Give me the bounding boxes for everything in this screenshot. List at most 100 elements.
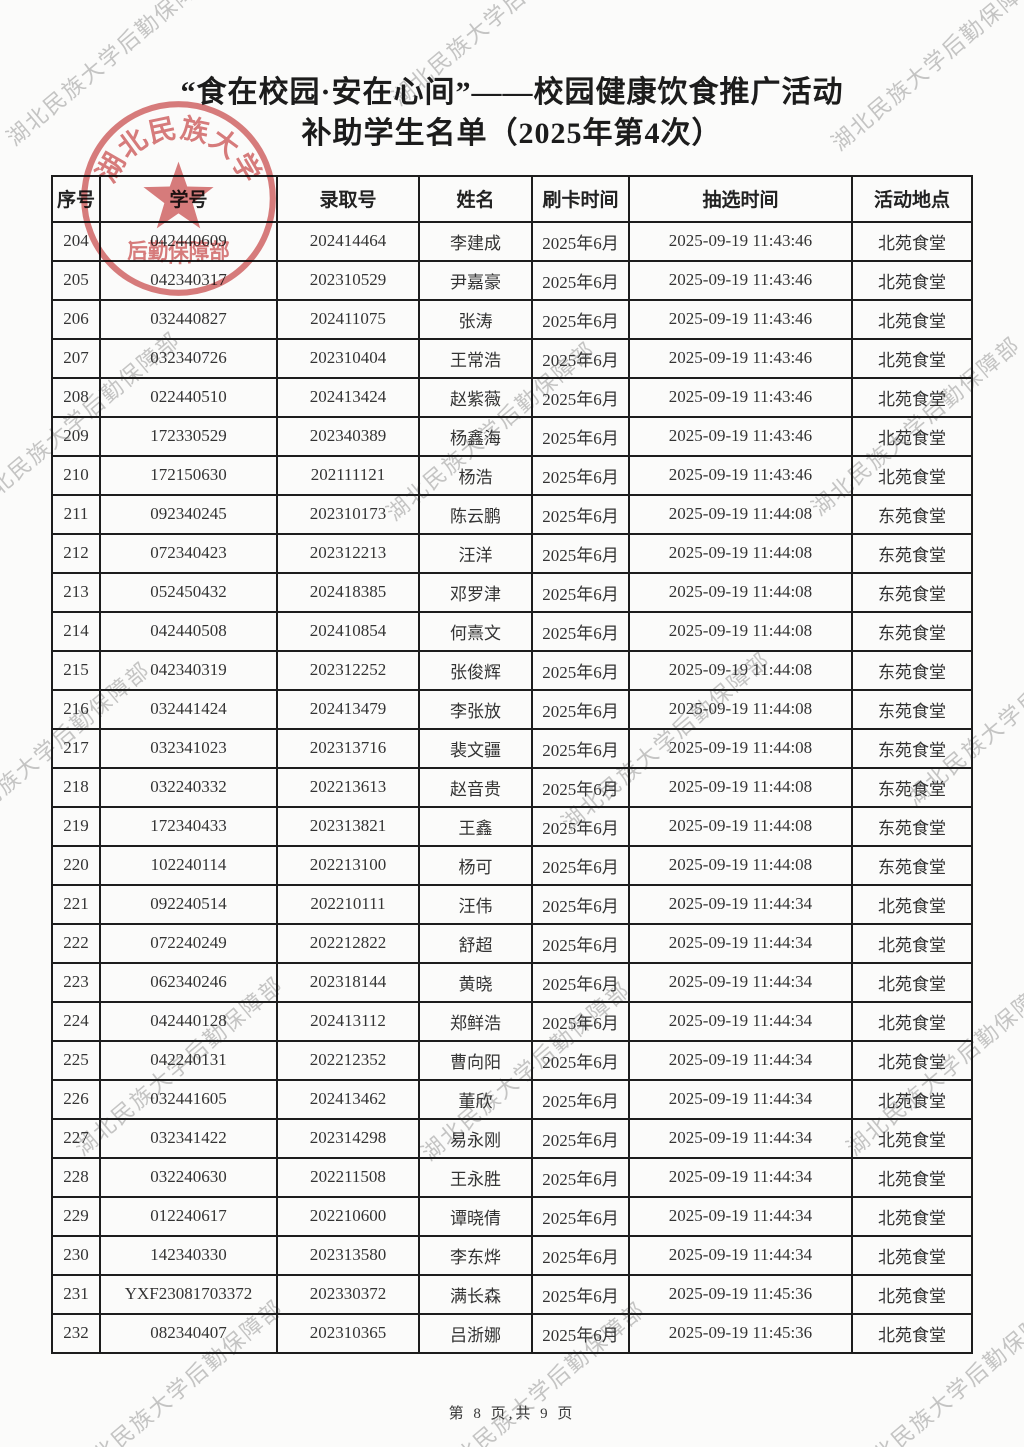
table-cell: 032441605 xyxy=(99,1078,278,1120)
table-cell: 172150630 xyxy=(99,454,278,496)
table-cell: 219 xyxy=(51,805,101,847)
column-header: 抽选时间 xyxy=(628,174,853,223)
table-cell: 204 xyxy=(51,220,101,262)
table-cell: 042340317 xyxy=(99,259,278,301)
table-cell: 2025-09-19 11:43:46 xyxy=(628,376,853,418)
table-cell: 东苑食堂 xyxy=(851,649,973,691)
table-row: 232 082340407 202310365 吕浙娜 2025年6月 2025-09-1… xyxy=(51,1312,973,1354)
table-cell: 2025-09-19 11:44:08 xyxy=(628,727,853,769)
table-cell: 2025-09-19 11:45:36 xyxy=(628,1312,853,1354)
table-cell: 2025-09-19 11:44:08 xyxy=(628,688,853,730)
table-cell: 202418385 xyxy=(276,571,420,613)
table-cell: 207 xyxy=(51,337,101,379)
table-cell: 2025-09-19 11:44:08 xyxy=(628,610,853,652)
table-cell: 2025年6月 xyxy=(531,922,630,964)
page-footer: 第 8 页,共 9 页 xyxy=(0,1402,1024,1423)
table-cell: 张涛 xyxy=(418,298,533,340)
table-cell: 231 xyxy=(51,1273,101,1315)
students-table: 序号 学号 录取号 姓名 刷卡时间 抽选时间 活动地点 204 042440609 202414… xyxy=(51,174,973,1354)
table-cell: 202413112 xyxy=(276,1000,420,1042)
table-cell: 228 xyxy=(51,1156,101,1198)
table-cell: 东苑食堂 xyxy=(851,844,973,886)
table-cell: 北苑食堂 xyxy=(851,961,973,1003)
table-cell: 北苑食堂 xyxy=(851,298,973,340)
table-cell: 202314298 xyxy=(276,1117,420,1159)
table-cell: 北苑食堂 xyxy=(851,1195,973,1237)
table-cell: 2025-09-19 11:44:08 xyxy=(628,844,853,886)
table-cell: 205 xyxy=(51,259,101,301)
table-cell: 东苑食堂 xyxy=(851,766,973,808)
table-cell: 2025年6月 xyxy=(531,454,630,496)
table-cell: 2025-09-19 11:44:08 xyxy=(628,649,853,691)
table-cell: 尹嘉豪 xyxy=(418,259,533,301)
table-row: 224 042440128 202413112 郑鲜浩 2025年6月 2025-09-1… xyxy=(51,1000,973,1042)
table-cell: 北苑食堂 xyxy=(851,1234,973,1276)
table-cell: 202330372 xyxy=(276,1273,420,1315)
table-cell: 202312213 xyxy=(276,532,420,574)
table-cell: 东苑食堂 xyxy=(851,493,973,535)
table-cell: 172330529 xyxy=(99,415,278,457)
table-cell: 202310404 xyxy=(276,337,420,379)
page-number-text: 第 8 页,共 9 页 xyxy=(448,1405,576,1422)
table-row: 225 042240131 202212352 曹向阳 2025年6月 2025-09-1… xyxy=(51,1039,973,1081)
table-cell: 2025年6月 xyxy=(531,688,630,730)
table-cell: 2025年6月 xyxy=(531,493,630,535)
table-cell: 黄晓 xyxy=(418,961,533,1003)
table-row: 228 032240630 202211508 王永胜 2025年6月 2025-09-1… xyxy=(51,1156,973,1198)
table-cell: 杨浩 xyxy=(418,454,533,496)
table-cell: 213 xyxy=(51,571,101,613)
table-cell: 202211508 xyxy=(276,1156,420,1198)
table-cell: 2025年6月 xyxy=(531,1039,630,1081)
table-cell: 何熹文 xyxy=(418,610,533,652)
table-cell: 218 xyxy=(51,766,101,808)
table-cell: 2025年6月 xyxy=(531,532,630,574)
table-cell: 2025-09-19 11:44:34 xyxy=(628,1039,853,1081)
column-header: 序号 xyxy=(51,174,101,223)
table-cell: 北苑食堂 xyxy=(851,259,973,301)
table-cell: 东苑食堂 xyxy=(851,610,973,652)
table-cell: 220 xyxy=(51,844,101,886)
table-cell: 032440827 xyxy=(99,298,278,340)
table-cell: 2025年6月 xyxy=(531,415,630,457)
table-cell: 2025年6月 xyxy=(531,727,630,769)
table-row: 208 022440510 202413424 赵紫薇 2025年6月 2025-09-1… xyxy=(51,376,973,418)
table-cell: 北苑食堂 xyxy=(851,415,973,457)
table-row: 222 072240249 202212822 舒超 2025年6月 2025-09-19… xyxy=(51,922,973,964)
table-cell: 2025年6月 xyxy=(531,220,630,262)
table-cell: 216 xyxy=(51,688,101,730)
table-cell: 东苑食堂 xyxy=(851,532,973,574)
table-cell: 2025-09-19 11:44:34 xyxy=(628,1117,853,1159)
table-row: 206 032440827 202411075 张涛 2025年6月 2025-09-19… xyxy=(51,298,973,340)
table-cell: 229 xyxy=(51,1195,101,1237)
table-cell: 2025年6月 xyxy=(531,766,630,808)
table-cell: 202210111 xyxy=(276,883,420,925)
table-cell: YXF23081703372 xyxy=(99,1273,278,1315)
table-cell: 2025-09-19 11:43:46 xyxy=(628,298,853,340)
table-cell: 东苑食堂 xyxy=(851,805,973,847)
table-cell: 202411075 xyxy=(276,298,420,340)
table-row: 229 012240617 202210600 谭晓倩 2025年6月 2025-09-1… xyxy=(51,1195,973,1237)
column-header: 活动地点 xyxy=(851,174,973,223)
table-cell: 2025年6月 xyxy=(531,376,630,418)
table-cell: 吕浙娜 xyxy=(418,1312,533,1354)
table-cell: 2025年6月 xyxy=(531,259,630,301)
table-cell: 王鑫 xyxy=(418,805,533,847)
table-cell: 2025年6月 xyxy=(531,1273,630,1315)
title-line-1: “食在校园·安在心间”——校园健康饮食推广活动 xyxy=(180,76,844,109)
table-cell: 李东烨 xyxy=(418,1234,533,1276)
table-cell: 209 xyxy=(51,415,101,457)
table-cell: 072240249 xyxy=(99,922,278,964)
table-cell: 042440128 xyxy=(99,1000,278,1042)
table-cell: 谭晓倩 xyxy=(418,1195,533,1237)
table-cell: 214 xyxy=(51,610,101,652)
table-cell: 汪洋 xyxy=(418,532,533,574)
table-row: 217 032341023 202313716 裴文疆 2025年6月 2025-09-1… xyxy=(51,727,973,769)
table-cell: 032240332 xyxy=(99,766,278,808)
table-cell: 赵紫薇 xyxy=(418,376,533,418)
table-cell: 2025-09-19 11:44:34 xyxy=(628,883,853,925)
table-cell: 2025-09-19 11:44:34 xyxy=(628,1234,853,1276)
table-cell: 202212352 xyxy=(276,1039,420,1081)
table-cell: 202413462 xyxy=(276,1078,420,1120)
table-cell: 2025年6月 xyxy=(531,337,630,379)
